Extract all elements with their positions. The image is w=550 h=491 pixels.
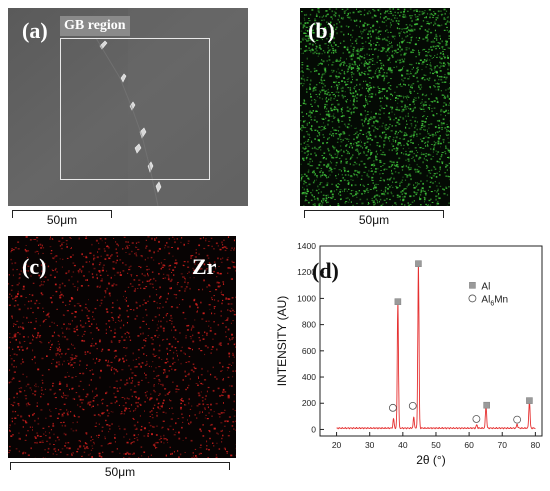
y-axis-label: INTENSITY (AU)	[275, 296, 289, 386]
legend-al-label: Al	[481, 281, 490, 292]
panel-a: GB region (a) 50μm	[0, 0, 260, 230]
al-peak-marker	[395, 299, 401, 305]
al-peak-marker	[526, 398, 532, 404]
x-axis-label: 2θ (°)	[416, 453, 445, 467]
y-tick-label: 400	[302, 372, 316, 382]
xrd-pattern-line	[337, 267, 536, 429]
plot-frame	[320, 246, 542, 436]
scale-bar-b-label: 50μm	[304, 214, 444, 226]
gb-region-box	[60, 38, 210, 180]
al-peak-marker	[415, 261, 421, 267]
al6mn-peak-marker	[473, 415, 480, 422]
x-tick-label: 20	[332, 440, 342, 450]
x-tick-label: 30	[365, 440, 375, 450]
zr-element-label: Zr	[192, 256, 216, 278]
x-tick-label: 60	[464, 440, 474, 450]
legend-al6mn-symbol	[469, 295, 476, 302]
x-tick-label: 80	[531, 440, 541, 450]
scale-bar-c-label: 50μm	[10, 466, 230, 478]
x-tick-label: 50	[431, 440, 441, 450]
panel-b: (b) Mn 50μm	[290, 0, 550, 230]
y-tick-label: 800	[302, 320, 316, 330]
x-tick-label: 40	[398, 440, 408, 450]
y-tick-label: 1000	[297, 293, 316, 303]
gb-region-label: GB region	[60, 16, 130, 36]
panel-d-label: (d)	[312, 260, 339, 282]
x-tick-label: 70	[498, 440, 508, 450]
al6mn-peak-marker	[409, 402, 416, 409]
y-tick-label: 1400	[297, 241, 316, 251]
panel-c-label: (c)	[22, 256, 46, 278]
al6mn-peak-marker	[514, 416, 521, 423]
legend-al-symbol	[469, 282, 475, 288]
al-peak-marker	[484, 402, 490, 408]
legend-al6mn-label: Al6Mn	[481, 294, 508, 307]
panel-a-label: (a)	[22, 20, 48, 42]
mn-element-label: Mn	[458, 20, 491, 42]
al6mn-peak-marker	[389, 404, 396, 411]
y-tick-label: 600	[302, 346, 316, 356]
y-tick-label: 0	[311, 424, 316, 434]
y-tick-label: 200	[302, 398, 316, 408]
panel-c: (c) Zr 50μm	[0, 234, 270, 486]
panel-b-label: (b)	[308, 20, 335, 42]
scale-bar-a-label: 50μm	[12, 214, 112, 226]
